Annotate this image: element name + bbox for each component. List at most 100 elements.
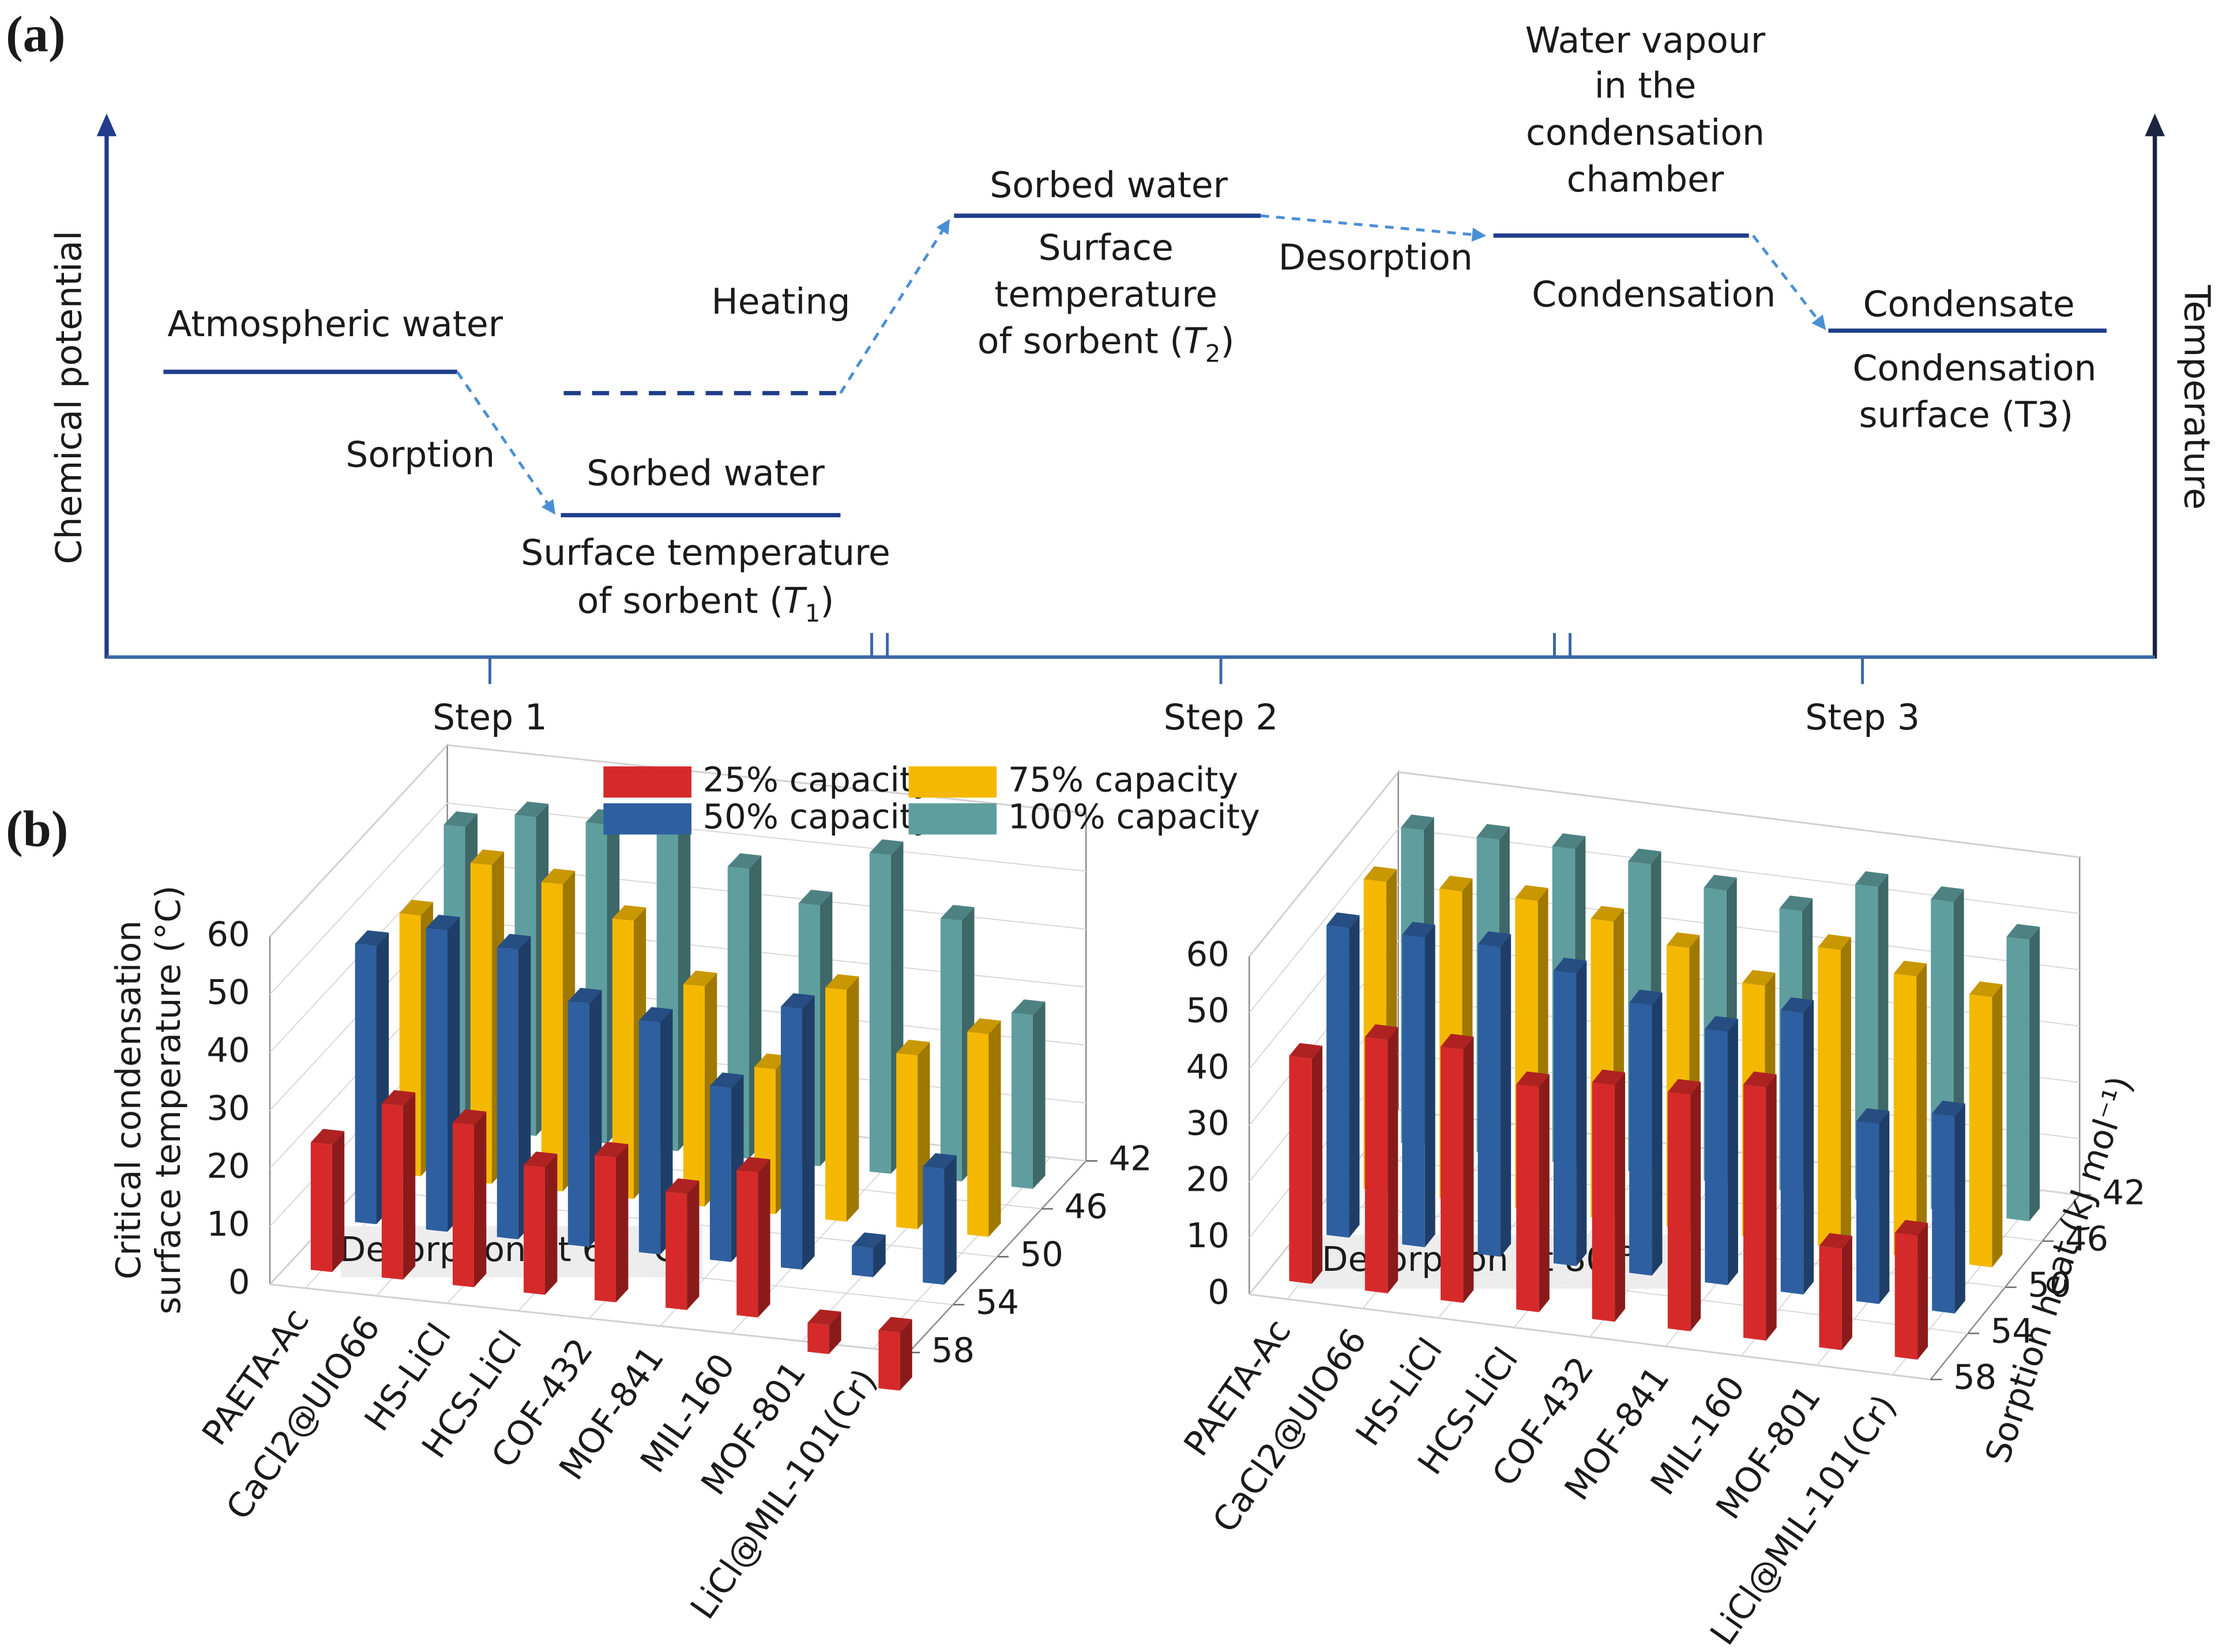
bar-top [1590,906,1625,922]
grid-line [1398,940,2080,1027]
bar-top [1592,1069,1626,1086]
bar-top [798,890,833,906]
bar-front [709,1086,731,1262]
bar-side [332,1131,345,1273]
panel-label: (b) [6,801,68,858]
bar-top [923,1153,957,1169]
bar-side [687,1180,700,1310]
bar [736,1157,770,1318]
label: condensation [1526,112,1765,153]
bar-front [1819,1245,1842,1350]
y-label: Chemical potential [48,231,89,565]
label: in the [1595,65,1697,107]
bar [1932,1100,1965,1314]
bar [381,1090,416,1280]
bar-side [829,1311,841,1354]
z-tick-label: 50 [1020,1235,1063,1274]
bar-front [355,943,377,1225]
bar-side [616,1144,629,1303]
bar [310,1128,345,1273]
bar-side [1576,960,1587,1266]
y-tick-label: 20 [1186,1160,1229,1199]
bar-top [381,1090,416,1106]
subscript: 2 [1205,339,1221,367]
y-tick-label: 20 [206,1146,250,1186]
label: Condensation [1853,347,2097,389]
bar-side [847,976,859,1222]
bar-front [567,1001,589,1247]
bar-top [1629,989,1663,1006]
text: ) [820,580,834,622]
bar [923,1153,957,1285]
bar [781,993,815,1270]
z-tick-label: 46 [2065,1219,2108,1259]
bar [1894,1220,1928,1360]
y-axis-label: Critical condensation [108,920,148,1280]
bar-front [1743,1084,1766,1341]
bar-front [940,918,962,1181]
bar-top [878,1316,912,1333]
bar-side [1032,1002,1046,1189]
bar-front [1477,944,1501,1257]
bar-front [1780,1010,1804,1294]
bar-top [709,1073,744,1089]
y-tick-label: 10 [206,1204,250,1244]
dashed-arrow [456,371,556,515]
bar-side [403,1092,416,1280]
label: Sorbed water [586,453,825,494]
bar-front [878,1330,900,1391]
bar-side [1652,992,1663,1276]
grid-line [1398,996,2080,1083]
bar-front [1012,1013,1033,1189]
bar-top [736,1157,770,1173]
legend-label: 75% capacity [1008,759,1238,799]
bar [1477,931,1511,1257]
z-tick-label: 42 [2103,1173,2146,1213]
bar-top [1743,1071,1777,1087]
bar-front [426,928,448,1232]
bar-front [1893,973,1917,1258]
legend-label: 50% capacity [703,796,933,836]
text: of sorbent ( [577,580,783,622]
bar-top [1515,885,1548,901]
bar-front [1818,947,1841,1248]
panel-label: (a) [6,6,65,63]
z-tick-label: 54 [1991,1311,2034,1351]
bar-top [1932,1100,1965,1117]
bar-top [1628,848,1661,864]
bar-side [1992,984,2003,1267]
bar-top [825,974,859,990]
y-tick-label: 50 [1186,991,1229,1030]
bar-side [1615,1072,1626,1322]
bar-side [1840,937,1851,1248]
step-brackets [488,633,1864,684]
bar-top [869,839,904,855]
z-tick-label: 58 [931,1330,975,1370]
bar-top [1364,1024,1398,1040]
bar-top [1893,961,1927,977]
label: Heating [712,281,851,322]
bar [1856,1108,1890,1304]
label: Condensate [1863,284,2075,325]
bar-top [2006,924,2040,940]
bar-front [736,1170,758,1318]
bar-top [1477,931,1511,947]
bar-top [1402,921,1435,938]
bar-top [497,934,531,950]
bar-top [1012,999,1046,1015]
y2-label: Temperature [2176,284,2217,510]
bar-top [1819,1233,1852,1249]
grid-line [1398,827,2080,915]
bar [452,1109,487,1288]
label: temperature [994,273,1217,315]
bar-top [1363,866,1397,882]
label: surface (T3) [1859,394,2073,436]
y-tick-label: 40 [1186,1047,1229,1086]
bar-top [514,801,549,818]
bar-front [1667,1092,1691,1331]
bar-front [1326,925,1349,1238]
bar-side [1803,1000,1814,1294]
bar-top [1856,1108,1890,1124]
bar-side [1916,964,1927,1258]
bar-side [1917,1222,1928,1360]
